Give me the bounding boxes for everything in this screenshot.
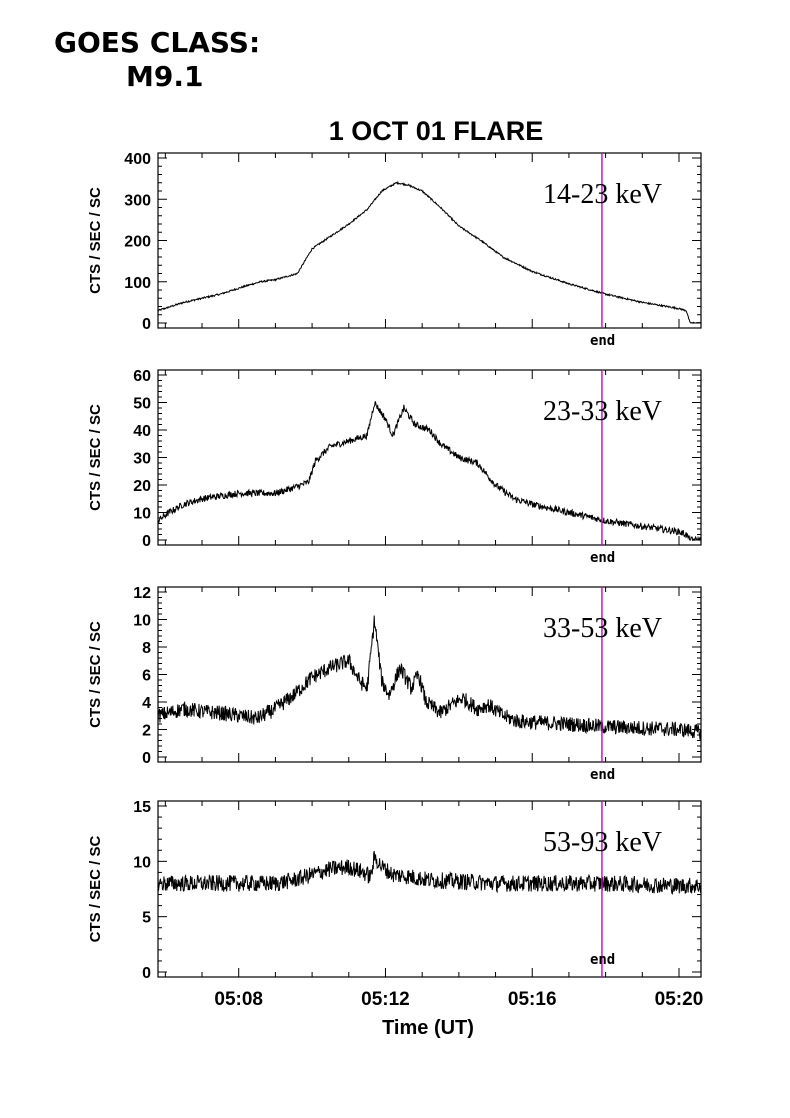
goes-class-value: M9.1 bbox=[126, 60, 204, 93]
end-marker-label: end bbox=[590, 550, 615, 566]
y-tick-label: 0 bbox=[142, 316, 151, 333]
y-tick-label: 0 bbox=[142, 965, 151, 982]
y-tick-label: 30 bbox=[133, 451, 151, 468]
x-axis-label: Time (UT) bbox=[382, 1017, 474, 1039]
goes-class-heading: GOES CLASS: bbox=[54, 26, 261, 59]
count-rate-trace bbox=[157, 850, 702, 895]
end-marker-label: end bbox=[590, 952, 615, 968]
y-tick-label: 6 bbox=[142, 668, 151, 685]
y-axis-label: CTS / SEC / SC bbox=[87, 835, 104, 942]
y-tick-label: 40 bbox=[133, 423, 151, 440]
y-tick-label: 400 bbox=[124, 151, 151, 168]
y-tick-label: 50 bbox=[133, 396, 151, 413]
y-tick-label: 100 bbox=[124, 275, 151, 292]
y-tick-label: 4 bbox=[142, 695, 151, 712]
goes-class-label: GOES CLASS: M9.1 bbox=[54, 26, 260, 94]
y-tick-label: 20 bbox=[133, 478, 151, 495]
panel-53-93-keV: 0 5 10 15 end 53-93 keV CTS / SEC / SC bbox=[87, 799, 702, 982]
y-tick-label: 5 bbox=[142, 910, 151, 927]
panel-14-23-keV: 0 100 200 300 400 end 14-23 keV CTS / SEC / SC bbox=[87, 151, 702, 349]
energy-band-label: 33-53 keV bbox=[543, 613, 662, 644]
y-tick-label: 200 bbox=[124, 234, 151, 251]
y-axis-label: CTS / SEC / SC bbox=[87, 621, 104, 728]
energy-band-label: 23-33 keV bbox=[543, 396, 662, 427]
panel-23-33-keV: 0 10 20 30 40 50 60 end 23-33 keV CTS / SEC / SC bbox=[87, 368, 702, 566]
energy-band-label: 53-93 keV bbox=[543, 827, 662, 858]
chart-title: 1 OCT 01 FLARE bbox=[329, 116, 544, 146]
x-tick-label: 05:12 bbox=[361, 989, 410, 1010]
count-rate-trace bbox=[157, 180, 702, 324]
y-tick-label: 300 bbox=[124, 192, 151, 209]
count-rate-trace bbox=[157, 615, 702, 740]
y-tick-label: 0 bbox=[142, 533, 151, 550]
y-tick-label: 15 bbox=[133, 799, 151, 816]
y-tick-label: 12 bbox=[133, 585, 151, 602]
y-tick-label: 10 bbox=[133, 854, 151, 871]
panel-33-53-keV: 0 2 4 6 8 10 12 end 33-53 keV CTS / SEC / SC bbox=[87, 585, 702, 783]
x-tick-label: 05:08 bbox=[214, 989, 263, 1010]
end-marker-label: end bbox=[590, 333, 615, 349]
energy-band-label: 14-23 keV bbox=[543, 179, 662, 210]
y-axis-label: CTS / SEC / SC bbox=[87, 404, 104, 511]
y-tick-label: 60 bbox=[133, 368, 151, 385]
y-axis-label: CTS / SEC / SC bbox=[87, 187, 104, 294]
y-tick-label: 2 bbox=[142, 723, 151, 740]
count-rate-trace bbox=[157, 401, 702, 542]
y-tick-label: 0 bbox=[142, 750, 151, 767]
x-tick-label: 05:16 bbox=[508, 989, 557, 1010]
y-tick-label: 8 bbox=[142, 640, 151, 657]
y-tick-label: 10 bbox=[133, 613, 151, 630]
y-tick-label: 10 bbox=[133, 506, 151, 523]
x-tick-label: 05:20 bbox=[655, 989, 704, 1010]
end-marker-label: end bbox=[590, 767, 615, 783]
